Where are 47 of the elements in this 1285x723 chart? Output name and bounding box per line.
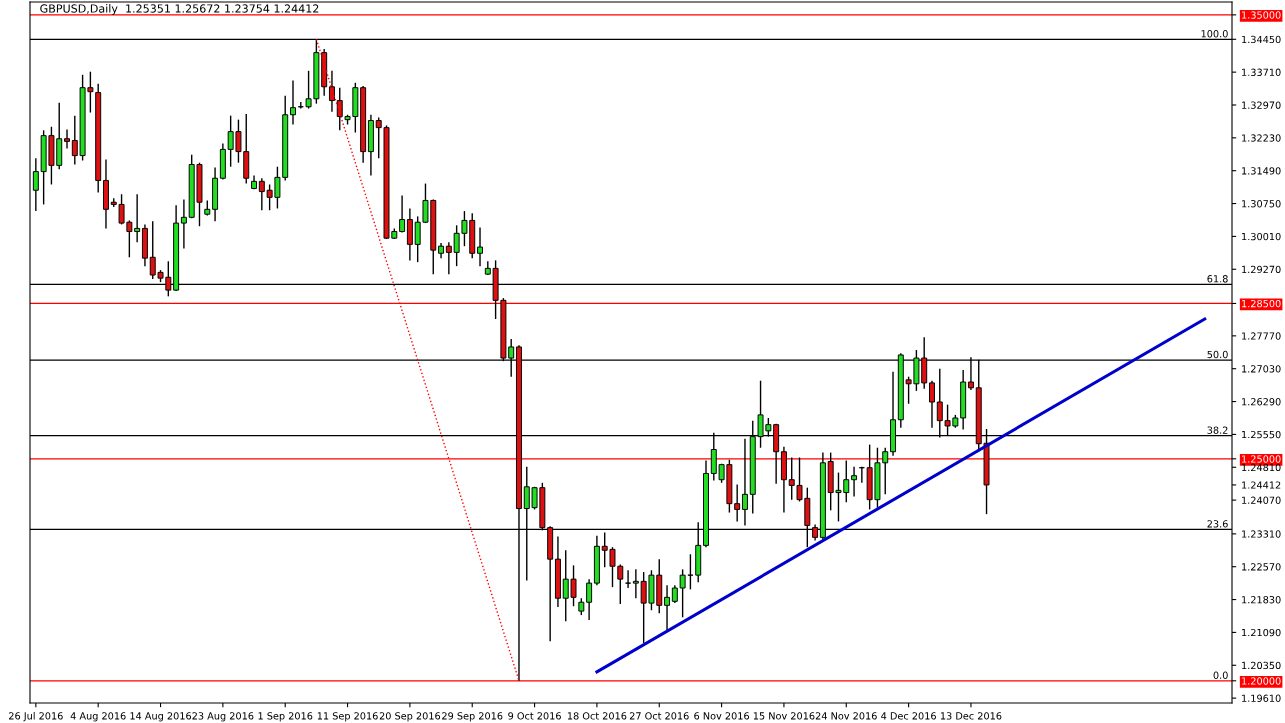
y-tick-label: 1.21090 (1242, 628, 1281, 637)
y-tick-label: 1.31490 (1242, 167, 1281, 175)
x-tick-label: 15 Nov 2016 (753, 712, 815, 720)
x-tick-label: 4 Dec 2016 (881, 712, 936, 720)
y-tick-label: 1.27030 (1242, 365, 1281, 373)
x-tick-label: 23 Aug 2016 (192, 712, 254, 722)
annotation: 50.0 (1207, 350, 1228, 359)
y-tick-label: 1.24412 (1242, 481, 1281, 489)
annotation: 61.8 (1207, 275, 1228, 283)
y-tick-label: 1.32970 (1242, 101, 1281, 109)
annotation: 38.2 (1207, 426, 1228, 434)
y-tick-label: 1.30750 (1242, 200, 1281, 208)
y-tick-label: 1.28500 (1242, 299, 1281, 308)
x-tick-label: 27 Oct 2016 (629, 712, 689, 720)
y-tick-label: 1.23310 (1242, 530, 1281, 538)
y-tick-label: 1.25550 (1242, 430, 1281, 439)
x-tick-label: 14 Aug 2016 (130, 712, 192, 722)
x-tick-label: 1 Sep 2016 (258, 712, 313, 722)
x-tick-label: 13 Dec 2016 (940, 712, 1002, 720)
x-tick-label: 4 Aug 2016 (70, 712, 126, 722)
y-tick-label: 1.35000 (1242, 11, 1281, 19)
annotation: 100.0 (1201, 30, 1228, 38)
y-tick-label: 1.27770 (1242, 332, 1281, 340)
x-tick-label: 9 Oct 2016 (508, 712, 561, 720)
x-tick-label: 24 Nov 2016 (815, 712, 877, 720)
y-tick-label: 1.21830 (1242, 596, 1281, 604)
x-tick-label: 26 Jul 2016 (9, 712, 63, 722)
y-tick-label: 1.29270 (1242, 265, 1281, 274)
y-tick-label: 1.34450 (1242, 35, 1281, 44)
y-tick-label: 1.24070 (1242, 496, 1281, 504)
y-tick-label: 1.25000 (1242, 455, 1281, 463)
y-tick-label: 1.20350 (1242, 661, 1281, 670)
x-tick-label: 6 Nov 2016 (694, 712, 750, 720)
y-tick-label: 1.20000 (1242, 677, 1281, 685)
y-tick-label: 1.22570 (1242, 563, 1281, 571)
y-tick-label: 1.33710 (1242, 68, 1281, 76)
x-tick-label: 20 Sep 2016 (379, 712, 441, 722)
x-tick-label: 18 Oct 2016 (567, 712, 627, 720)
annotation: 23.6 (1207, 520, 1228, 528)
y-tick-label: 1.26290 (1242, 398, 1281, 406)
annotation: 0.0 (1213, 671, 1228, 679)
y-tick-label: 1.32230 (1242, 134, 1281, 142)
x-tick-label: 11 Sep 2016 (317, 712, 378, 722)
x-tick-label: 29 Sep 2016 (442, 712, 503, 722)
y-tick-label: 1.30010 (1242, 232, 1281, 241)
chart-title: GBPUSD,Daily 1.25351 1.25672 1.23754 1.24412 (40, 4, 319, 15)
y-tick-label: 1.19610 (1242, 694, 1281, 702)
